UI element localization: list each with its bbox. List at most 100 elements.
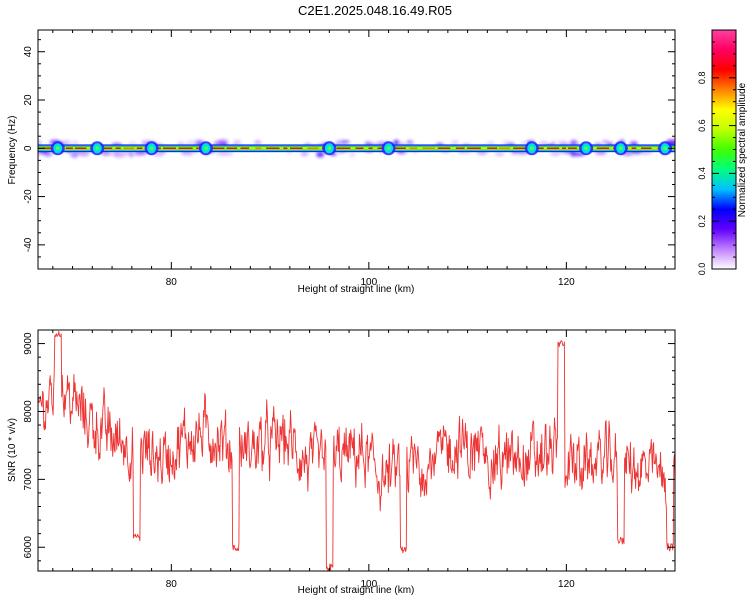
- spectrogram-noise-blob: [78, 152, 91, 157]
- band-core-segment: [115, 147, 121, 149]
- band-core-segment: [641, 147, 652, 149]
- band-core-segment: [547, 147, 560, 149]
- band-core-segment: [307, 147, 319, 149]
- snr-frame: [37, 329, 676, 572]
- band-core-segment: [513, 147, 527, 149]
- x-tick-label: 80: [166, 277, 178, 288]
- y-tick-label: 8000: [23, 400, 34, 423]
- spectrogram-plot-area: [38, 139, 675, 158]
- hot-spot-center: [529, 146, 534, 151]
- spectrogram-frame: [37, 29, 676, 270]
- spectrogram-noise-blob: [38, 139, 42, 146]
- x-tick-label: 100: [361, 277, 378, 288]
- y-tick-label: -40: [23, 237, 34, 252]
- colorbar-label: Normalized spectral amplitude: [737, 82, 748, 217]
- band-core-segment: [211, 147, 225, 149]
- spectrogram-noise-blob: [316, 151, 325, 158]
- spectrogram-noise-blob: [520, 140, 525, 146]
- y-tick-label: 20: [23, 94, 34, 106]
- band-core-segment: [240, 147, 250, 149]
- band-core-segment: [455, 147, 465, 149]
- colorbar: 0.0 0.2 0.4 0.6 0.8 Normalized spectral ampl…: [697, 29, 748, 276]
- band-core-segment: [499, 147, 510, 149]
- snr-panel: 80 100 120 6000 7000 8000 9000 Height of stra…: [7, 329, 676, 596]
- y-tick-label: 7000: [23, 468, 34, 491]
- band-core-segment: [355, 147, 364, 149]
- band-core-segment: [65, 147, 73, 149]
- spectrogram-band: [38, 141, 675, 156]
- band-core-segment: [487, 147, 498, 149]
- spectrogram-noise-blob: [70, 140, 79, 144]
- band-core-segment: [437, 147, 451, 149]
- spectrogram-noise-blob: [129, 152, 134, 158]
- band-core-segment: [631, 147, 637, 149]
- band-core-segment: [266, 147, 280, 149]
- band-core-segment: [467, 147, 481, 149]
- y-tick-label: -20: [23, 189, 34, 204]
- spectrogram-noise-blob: [486, 141, 495, 146]
- snr-plot-area: [38, 331, 675, 571]
- colorbar-fill: [712, 30, 736, 269]
- spectrogram-noise-blob: [338, 140, 351, 143]
- hot-spot-center: [327, 146, 332, 151]
- band-core-segment: [336, 147, 351, 149]
- band-core-segment: [74, 147, 87, 149]
- spectrogram-noise-blob: [348, 151, 356, 158]
- band-core-segment: [409, 147, 418, 149]
- band-core-segment: [283, 147, 288, 149]
- spectrogram-noise-blob: [300, 151, 309, 157]
- spectrogram-noise-blob: [451, 140, 459, 145]
- band-core-segment: [422, 147, 435, 149]
- colorbar-tick-label: 0.2: [697, 215, 707, 228]
- band-core-segment: [163, 147, 176, 149]
- colorbar-tick-label: 0.6: [697, 119, 707, 132]
- band-core-segment: [136, 147, 143, 149]
- figure-title: C2E1.2025.048.16.49.R05: [298, 3, 452, 18]
- hot-spot-center: [149, 146, 154, 151]
- spectrogram-noise-blob: [254, 140, 262, 145]
- spectrogram-noise-blob: [494, 151, 505, 157]
- band-core-segment: [368, 147, 373, 149]
- spectrogram-noise-blob: [550, 151, 560, 157]
- colorbar-tick-label: 0.4: [697, 167, 707, 180]
- spectrogram-panel: 80 100 120 40 20 0 -20 -40 Height of straight …: [7, 29, 676, 295]
- spectrogram-noise-blob: [335, 139, 341, 146]
- y-tick-label: 40: [23, 46, 34, 58]
- snr-y-ticks: 6000 7000 8000 9000: [23, 329, 675, 562]
- band-core-segment: [226, 147, 238, 149]
- y-tick-label: 0: [23, 145, 34, 151]
- band-core-segment: [255, 147, 262, 149]
- snr-x-ticks: 80 100 120: [52, 330, 666, 590]
- spectrogram-noise-blob: [233, 139, 241, 146]
- x-tick-label: 120: [558, 277, 575, 288]
- spectrogram-x-axis-label: Height of straight line (km): [298, 284, 415, 295]
- spectrogram-y-ticks: 40 20 0 -20 -40: [23, 39, 675, 258]
- band-core-segment: [562, 147, 567, 149]
- spectrogram-noise-blob: [501, 140, 512, 145]
- x-tick-label: 80: [166, 579, 178, 590]
- y-tick-label: 9000: [23, 332, 34, 355]
- spectrogram-noise-blob: [71, 152, 77, 157]
- snr-y-axis-label: SNR (10 * v/v): [7, 418, 18, 482]
- band-core-segment: [290, 147, 303, 149]
- y-tick-label: 6000: [23, 536, 34, 559]
- hot-spot-center: [618, 146, 623, 151]
- spectrogram-noise-blob: [602, 140, 609, 144]
- band-core-segment: [568, 147, 577, 149]
- hot-spot-center: [663, 146, 668, 151]
- spectrogram-noise-blob: [406, 140, 414, 144]
- band-core-segment: [38, 147, 53, 149]
- hot-spot-center: [584, 146, 589, 151]
- colorbar-tick-label: 0.0: [697, 263, 707, 276]
- band-core-segment: [394, 147, 406, 149]
- colorbar-ticks: 0.0 0.2 0.4 0.6 0.8: [697, 41, 736, 276]
- spectrogram-x-ticks: 80 100 120: [52, 30, 666, 288]
- hot-spot-center: [203, 146, 208, 151]
- band-core-segment: [178, 147, 193, 149]
- snr-series-line: [38, 331, 675, 571]
- x-tick-label: 100: [361, 579, 378, 590]
- spectrogram-noise-blob: [187, 150, 193, 157]
- band-core-segment: [596, 147, 610, 149]
- band-core-segment: [123, 147, 135, 149]
- snr-x-axis-label: Height of straight line (km): [298, 585, 415, 596]
